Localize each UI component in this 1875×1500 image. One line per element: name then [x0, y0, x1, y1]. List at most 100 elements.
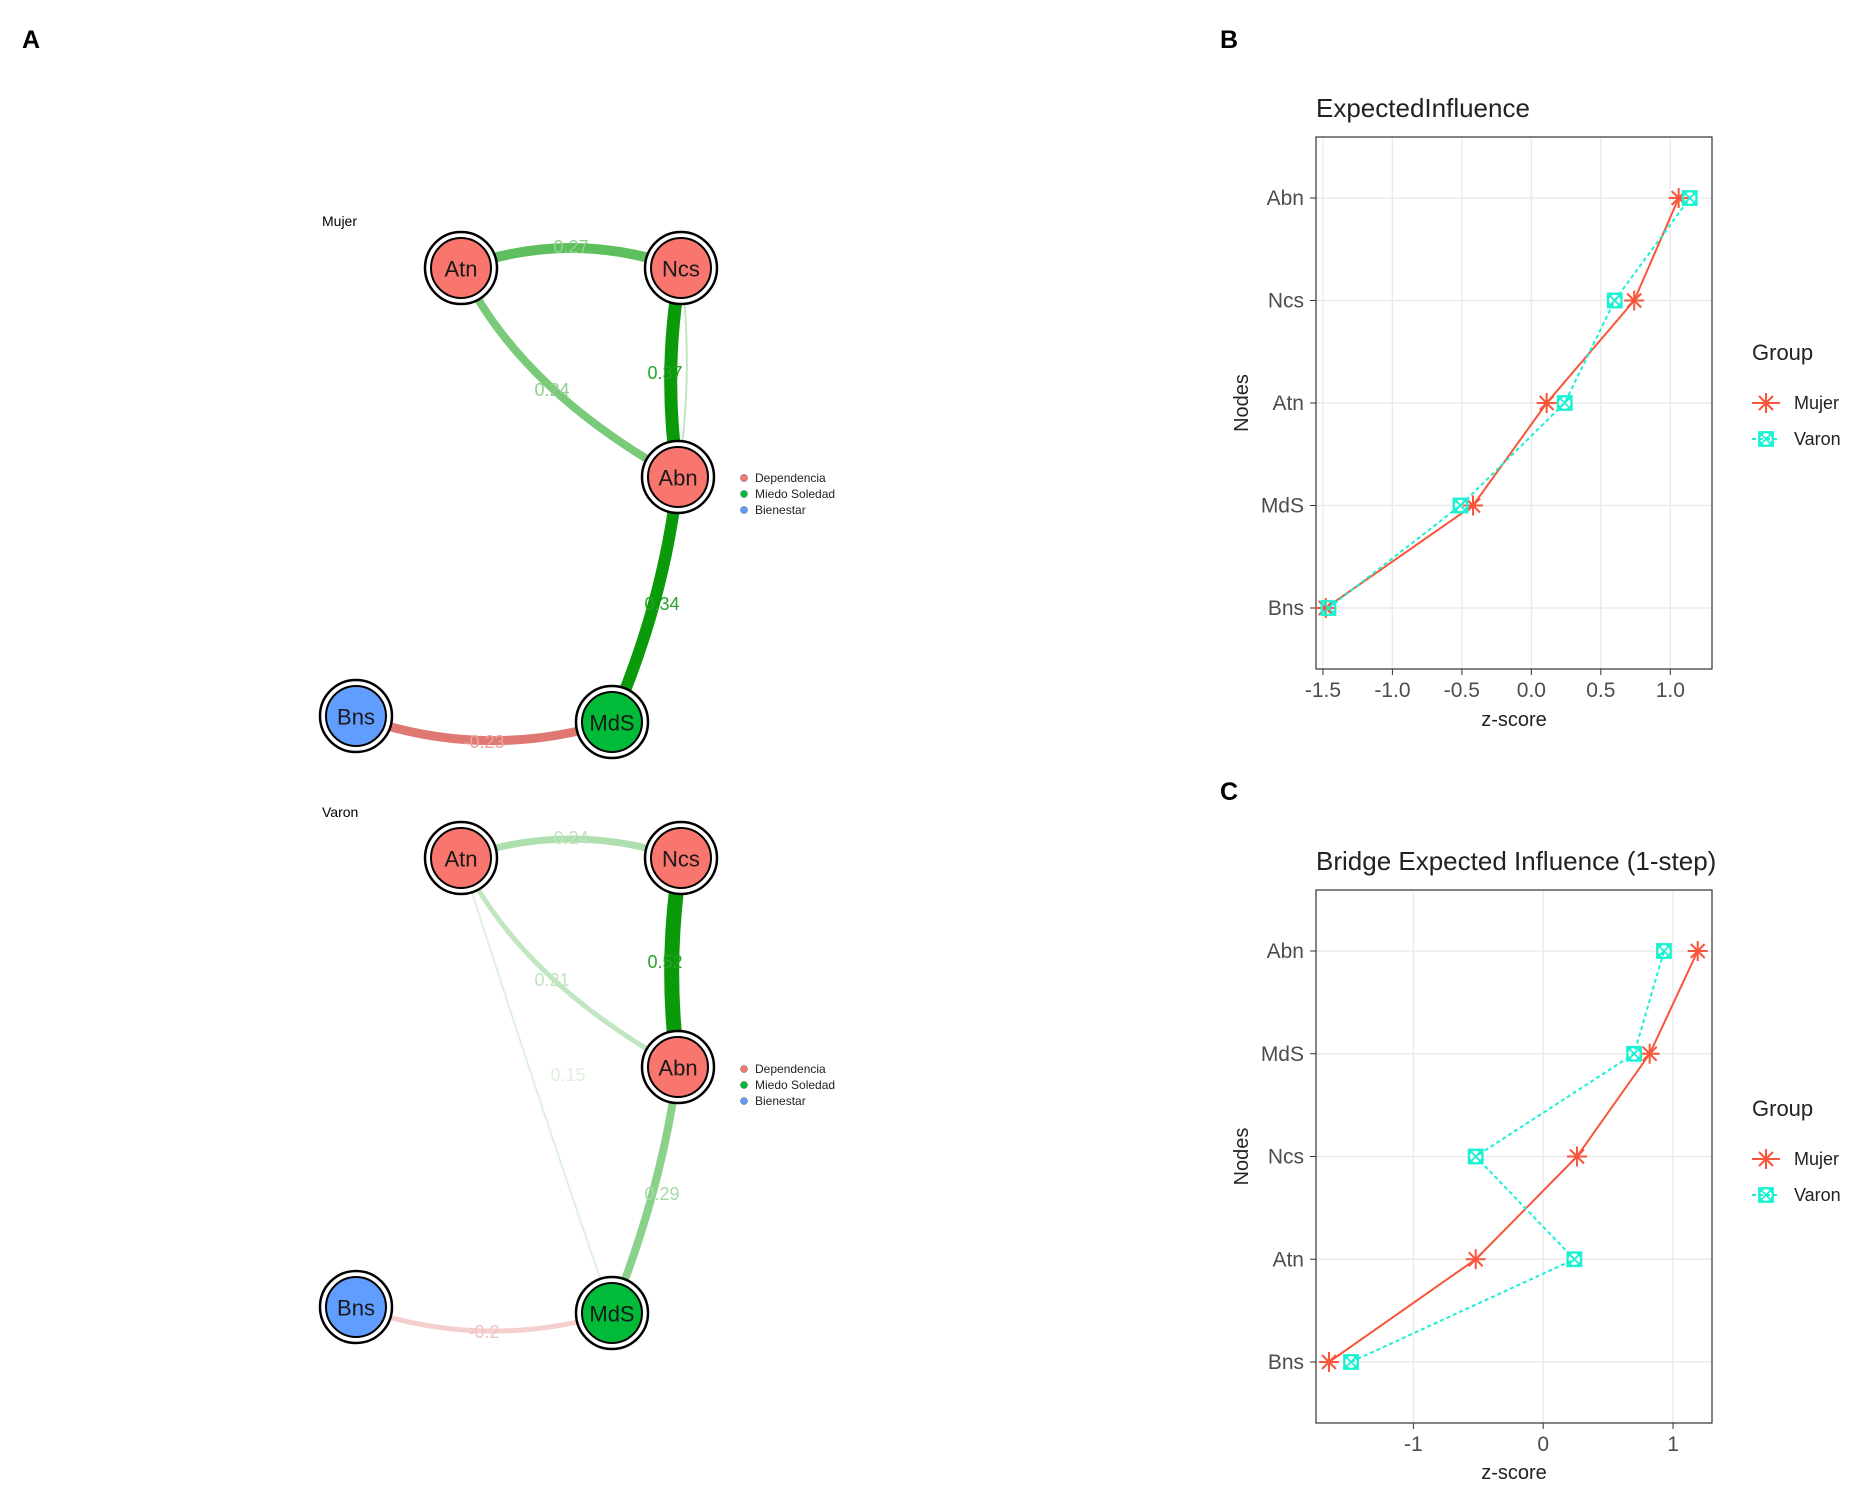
- x-tick-label: -1.5: [1305, 679, 1341, 702]
- legend-label: Mujer: [1794, 393, 1839, 413]
- x-tick-label: 0.5: [1586, 679, 1615, 702]
- node-ncs: Ncs: [643, 230, 719, 306]
- edge-atn-mds: [460, 857, 613, 1314]
- node-circle: [650, 237, 712, 299]
- y-tick-label: Abn: [1267, 187, 1304, 210]
- x-axis-title: z-score: [1481, 1462, 1547, 1484]
- network-legend: Dependencia Miedo Soledad Bienestar: [740, 1062, 835, 1108]
- network-mujer: Mujer 0.27 0.24 0.37 0.34 -0.23 Atn Ncs Abn Bns Md…: [318, 213, 835, 760]
- panel-letter-c: C: [1220, 778, 1238, 806]
- legend-title: Group: [1752, 340, 1813, 365]
- node-circle: [581, 1282, 643, 1344]
- node-abn: Abn: [640, 439, 716, 515]
- chart-expected-influence: -1.5 -1.0 -0.5 0.0 0.5 1.0 Bns MdS Atn Ncs Abn Expe…: [1231, 93, 1841, 731]
- node-circle: [650, 827, 712, 889]
- node-label: MdS: [589, 1302, 634, 1327]
- point-mujer: [1756, 393, 1776, 413]
- x-tick-label: 1.0: [1656, 679, 1685, 702]
- node-circle: [430, 237, 492, 299]
- plot-border: [1315, 136, 1713, 670]
- point-mujer: [1566, 1146, 1587, 1167]
- edge-weight-label: 0.24: [553, 828, 588, 848]
- edge-label-layer: 0.24 0.21 0.15 0.52 0.29 -0.2: [468, 828, 682, 1342]
- point-varon: [1626, 1045, 1642, 1062]
- node-mds: MdS: [574, 1275, 650, 1351]
- node-label: Atn: [444, 847, 477, 872]
- y-tick-label: Bns: [1268, 597, 1304, 620]
- edge-label-layer: 0.27 0.24 0.37 0.34 -0.23: [463, 237, 682, 752]
- legend-dot: [740, 1081, 748, 1089]
- node-circle: [325, 685, 387, 747]
- node-atn: Atn: [423, 230, 499, 306]
- y-tick-label: MdS: [1261, 495, 1304, 518]
- edge-weight-label: 0.34: [644, 594, 679, 614]
- y-axis-title: Nodes: [1231, 374, 1253, 432]
- node-circle: [325, 1276, 387, 1338]
- y-tick-label: Abn: [1267, 940, 1304, 963]
- edge-atn-abn: [457, 266, 680, 481]
- gridlines: [1316, 137, 1712, 669]
- node-mds: MdS: [574, 684, 650, 760]
- point-varon: [1320, 600, 1337, 616]
- node-label: Abn: [658, 1056, 697, 1081]
- x-tick-label: 0.0: [1517, 679, 1546, 702]
- edge-layer: [355, 835, 689, 1334]
- point-varon: [1681, 190, 1698, 206]
- node-layer: Atn Ncs Abn Bns MdS: [318, 820, 719, 1351]
- node-ncs: Ncs: [643, 820, 719, 896]
- point-mujer: [1624, 290, 1645, 311]
- edge-weight-label: 0.27: [553, 237, 588, 257]
- legend-label: Dependencia: [755, 1062, 826, 1076]
- legend-label: Miedo Soledad: [755, 1078, 835, 1092]
- edge-weight-label: 0.24: [534, 380, 569, 400]
- node-label: Ncs: [662, 847, 700, 872]
- legend-label: Bienestar: [755, 1094, 806, 1108]
- y-axis-title: Nodes: [1231, 1128, 1253, 1186]
- legend-dot: [740, 1065, 748, 1073]
- legend-dot: [740, 506, 748, 514]
- legend-dot: [740, 1097, 748, 1105]
- node-circle: [430, 827, 492, 889]
- node-label: Abn: [658, 466, 697, 491]
- legend-title: Group: [1752, 1096, 1813, 1121]
- chart-legend: Group Mujer Varon: [1752, 340, 1841, 449]
- edge-weight-label: 0.29: [644, 1184, 679, 1204]
- x-tick-label: 0: [1537, 1433, 1549, 1456]
- point-mujer: [1465, 1249, 1486, 1270]
- x-tick-label: 1: [1667, 1433, 1679, 1456]
- legend-label: Dependencia: [755, 471, 826, 485]
- point-varon: [1656, 943, 1672, 959]
- x-axis-title: z-score: [1481, 709, 1547, 731]
- node-bns: Bns: [318, 1269, 394, 1345]
- y-tick-label: Ncs: [1268, 290, 1304, 313]
- series-line-varon: [1327, 197, 1691, 609]
- network-varon: Varon 0.24 0.21 0.15 0.52 0.29 -0.2 Atn Ncs Abn Bn…: [318, 804, 835, 1351]
- legend-label: Varon: [1794, 1185, 1841, 1205]
- point-varon: [1566, 1251, 1583, 1268]
- point-varon: [1467, 1148, 1484, 1165]
- node-layer: Atn Ncs Abn Bns MdS: [318, 230, 719, 760]
- node-label: Atn: [444, 257, 477, 282]
- network-legend: Dependencia Miedo Soledad Bienestar: [740, 471, 835, 517]
- node-bns: Bns: [318, 678, 394, 754]
- x-tick-label: -1: [1404, 1433, 1423, 1456]
- edge-weight-label: -0.2: [468, 1322, 499, 1342]
- node-label: Bns: [337, 1296, 375, 1321]
- y-tick-label: MdS: [1261, 1043, 1304, 1066]
- node-abn: Abn: [640, 1029, 716, 1105]
- plot-border: [1315, 889, 1713, 1424]
- gridlines: [1316, 890, 1712, 1423]
- x-tick-label: -1.0: [1374, 679, 1410, 702]
- legend-dot: [740, 490, 748, 498]
- network-group-label: Varon: [322, 804, 358, 820]
- y-tick-label: Ncs: [1268, 1146, 1304, 1169]
- point-varon: [1606, 292, 1623, 309]
- node-label: Ncs: [662, 257, 700, 282]
- chart-title: ExpectedInfluence: [1316, 93, 1530, 123]
- node-circle: [581, 691, 643, 753]
- point-varon: [1452, 497, 1469, 514]
- point-varon: [1343, 1354, 1359, 1370]
- legend-dot: [740, 474, 748, 482]
- legend-label: Varon: [1794, 429, 1841, 449]
